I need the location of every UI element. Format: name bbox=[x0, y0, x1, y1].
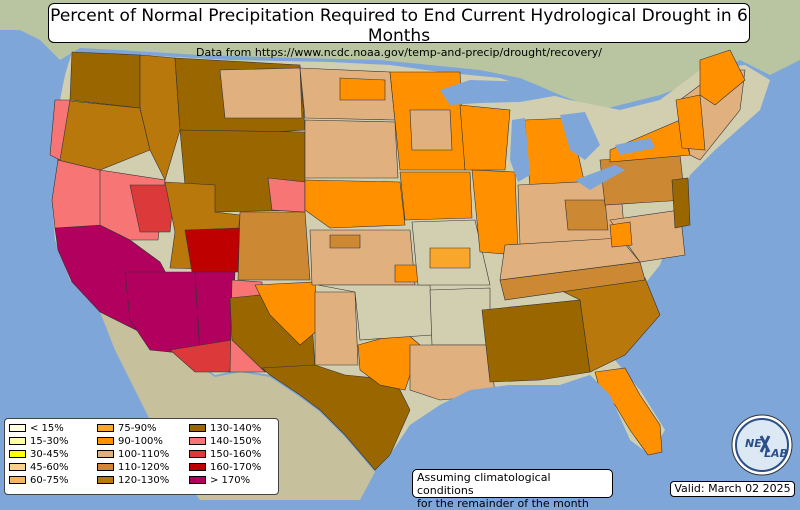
new-mexico bbox=[194, 271, 236, 351]
logo-text-1: NE bbox=[745, 437, 762, 450]
legend-swatch bbox=[189, 437, 206, 445]
oklahoma bbox=[317, 284, 433, 341]
legend-swatch bbox=[97, 424, 114, 432]
legend-label: 100-110% bbox=[118, 449, 170, 460]
nebraska bbox=[304, 179, 406, 229]
co-pink bbox=[267, 177, 306, 213]
georgia-carolinas bbox=[559, 277, 661, 373]
legend-item: 110-120% bbox=[97, 462, 169, 473]
legend-swatch bbox=[9, 476, 26, 484]
legend-label: 110-120% bbox=[118, 462, 170, 473]
valid-date: Valid: March 02 2025 bbox=[670, 481, 795, 497]
legend-label: 160-170% bbox=[210, 462, 262, 473]
legend-label: 15-30% bbox=[30, 436, 69, 447]
texas bbox=[261, 364, 411, 471]
legend-item: 160-170% bbox=[189, 462, 261, 473]
colorado bbox=[237, 211, 311, 281]
legend-item: 130-140% bbox=[189, 423, 261, 434]
legend-label: 140-150% bbox=[210, 436, 262, 447]
mississippi-alabama bbox=[481, 299, 591, 383]
nd-orange bbox=[339, 77, 386, 101]
legend-swatch bbox=[97, 463, 114, 471]
wv bbox=[564, 199, 609, 231]
legend-swatch bbox=[189, 424, 206, 432]
legend-item: 45-60% bbox=[9, 462, 69, 473]
illinois bbox=[471, 169, 519, 256]
logo-text-2: LAB bbox=[764, 447, 788, 460]
legend-item: 120-130% bbox=[97, 475, 169, 486]
lake-michigan bbox=[510, 118, 530, 182]
legend-item: 140-150% bbox=[189, 436, 261, 447]
legend-item: 60-75% bbox=[9, 475, 69, 486]
legend-label: < 15% bbox=[30, 423, 64, 434]
legend-label: 75-90% bbox=[118, 423, 157, 434]
legend-swatch bbox=[97, 437, 114, 445]
legend-label: 60-75% bbox=[30, 475, 69, 486]
colorado-red bbox=[184, 227, 241, 273]
legend-swatch bbox=[9, 437, 26, 445]
va-orange bbox=[609, 221, 633, 248]
legend-item: 15-30% bbox=[9, 436, 69, 447]
map-subtitle: Data from https://www.ncdc.noaa.gov/temp… bbox=[196, 46, 602, 59]
texas-panhandle bbox=[254, 281, 319, 346]
legend-label: 30-45% bbox=[30, 449, 69, 460]
vt-nh bbox=[675, 94, 706, 151]
legend-swatch bbox=[9, 424, 26, 432]
title-box: Percent of Normal Precipitation Required… bbox=[48, 3, 750, 59]
legend-item: 90-100% bbox=[97, 436, 163, 447]
legend-item: < 15% bbox=[9, 423, 64, 434]
kansas-tan bbox=[329, 234, 361, 249]
washington bbox=[69, 51, 141, 109]
maine bbox=[699, 49, 746, 106]
south-dakota bbox=[304, 119, 399, 179]
montana-east bbox=[219, 67, 303, 119]
legend-label: > 170% bbox=[210, 475, 251, 486]
mo-orange bbox=[429, 247, 471, 269]
wisconsin bbox=[459, 104, 511, 171]
note-line-2: for the remainder of the month bbox=[417, 497, 589, 510]
note-line-1: Assuming climatological conditions bbox=[417, 471, 551, 497]
legend-swatch bbox=[97, 476, 114, 484]
lake-ontario bbox=[615, 138, 655, 155]
nexlab-logo: NE LAB bbox=[731, 414, 793, 476]
legend-label: 45-60% bbox=[30, 462, 69, 473]
mn-tan bbox=[409, 109, 453, 151]
lake-superior bbox=[440, 80, 560, 105]
lake-huron bbox=[560, 112, 600, 160]
legend-swatch bbox=[9, 450, 26, 458]
legend-label: 130-140% bbox=[210, 423, 262, 434]
legend-swatch bbox=[189, 463, 206, 471]
legend-swatch bbox=[97, 450, 114, 458]
arkansas bbox=[429, 287, 491, 346]
texas-north bbox=[314, 291, 359, 366]
lake-erie bbox=[575, 165, 625, 190]
legend-swatch bbox=[189, 476, 206, 484]
wa-coast bbox=[49, 99, 71, 161]
california-north bbox=[51, 159, 103, 229]
legend-label: 90-100% bbox=[118, 436, 163, 447]
map-title: Percent of Normal Precipitation Required… bbox=[50, 6, 748, 46]
legend-item: 150-160% bbox=[189, 449, 261, 460]
legend-item: > 170% bbox=[189, 475, 250, 486]
gulf-of-mexico bbox=[375, 375, 640, 500]
nevada-east bbox=[129, 184, 176, 233]
legend-item: 75-90% bbox=[97, 423, 157, 434]
nj-de-md bbox=[671, 177, 691, 229]
legend-label: 150-160% bbox=[210, 449, 262, 460]
legend: < 15% 15-30% 30-45% 45-60% 60-75% 75-90%… bbox=[4, 418, 279, 495]
legend-label: 120-130% bbox=[118, 475, 170, 486]
legend-swatch bbox=[9, 463, 26, 471]
assumption-note: Assuming climatological conditions for t… bbox=[412, 469, 613, 510]
legend-item: 100-110% bbox=[97, 449, 169, 460]
iowa bbox=[399, 171, 473, 221]
legend-swatch bbox=[189, 450, 206, 458]
legend-item: 30-45% bbox=[9, 449, 69, 460]
